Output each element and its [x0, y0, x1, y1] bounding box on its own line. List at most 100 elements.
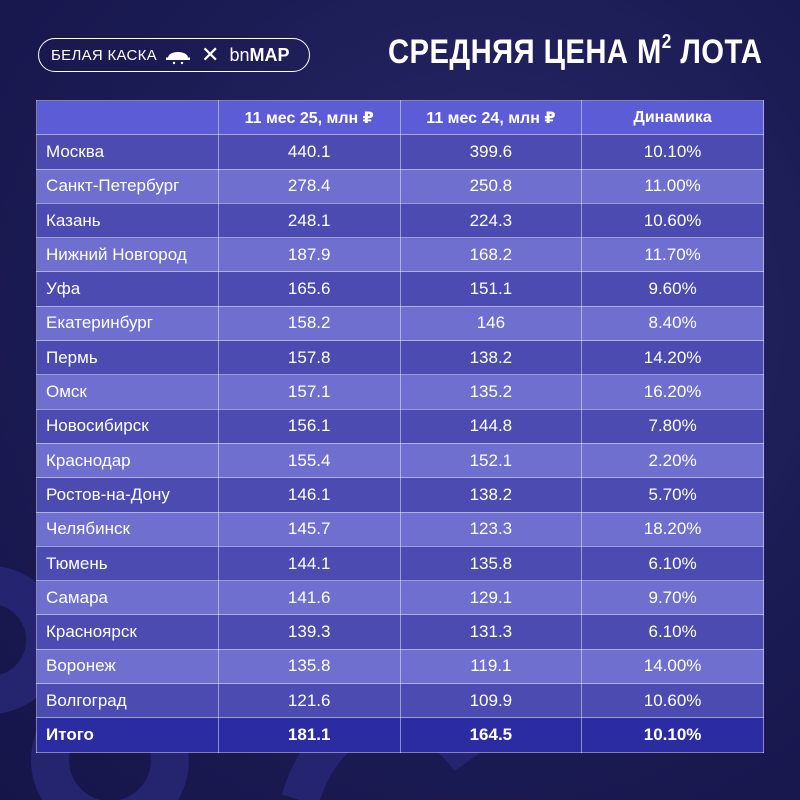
- city-cell: Красноярск: [36, 614, 219, 650]
- city-cell: Краснодар: [36, 442, 219, 479]
- value-25-cell: 157.8: [217, 340, 401, 376]
- change-cell: 6.10%: [581, 614, 764, 650]
- change-cell: 10.60%: [581, 683, 764, 719]
- city-cell: Казань: [36, 202, 219, 239]
- city-cell: Санкт-Петербург: [36, 168, 219, 204]
- total-value-24-cell: 164.5: [399, 717, 583, 753]
- table-row: Челябинск 145.7 123.3 18.20%: [36, 511, 764, 547]
- value-24-cell: 250.8: [399, 168, 583, 204]
- column-header: [36, 99, 219, 136]
- table-row: Уфа 165.6 151.1 9.60%: [36, 271, 764, 307]
- change-cell: 9.60%: [581, 271, 764, 307]
- value-25-cell: 144.1: [217, 545, 401, 582]
- city-cell: Волгоград: [36, 683, 219, 719]
- title-sup: 2: [661, 31, 672, 53]
- brand-left-text: БЕЛАЯ КАСКА: [51, 46, 157, 64]
- value-25-cell: 278.4: [217, 168, 401, 204]
- value-25-cell: 248.1: [217, 202, 401, 239]
- value-25-cell: 141.6: [217, 580, 401, 616]
- change-cell: 10.60%: [581, 202, 764, 239]
- title-main: СРЕДНЯЯ ЦЕНА М: [387, 33, 662, 71]
- value-24-cell: 135.2: [399, 374, 583, 410]
- value-25-cell: 158.2: [217, 305, 401, 342]
- value-24-cell: 144.8: [399, 408, 583, 444]
- table-row: Казань 248.1 224.3 10.60%: [36, 202, 764, 239]
- table-row: Новосибирск 156.1 144.8 7.80%: [36, 408, 764, 444]
- value-25-cell: 187.9: [217, 237, 401, 273]
- value-25-cell: 440.1: [217, 134, 401, 170]
- title-end: ЛОТА: [671, 33, 762, 71]
- value-25-cell: 145.7: [217, 511, 401, 547]
- table-row: Волгоград 121.6 109.9 10.60%: [36, 683, 764, 719]
- value-24-cell: 151.1: [399, 271, 583, 307]
- value-24-cell: 119.1: [399, 648, 583, 685]
- value-25-cell: 139.3: [217, 614, 401, 650]
- bnmap-logo: bnMAP: [229, 45, 289, 66]
- city-cell: Самара: [36, 580, 219, 616]
- table-row: Екатеринбург 158.2 146 8.40%: [36, 305, 764, 342]
- value-25-cell: 156.1: [217, 408, 401, 444]
- value-25-cell: 165.6: [217, 271, 401, 307]
- city-cell: Новосибирск: [36, 408, 219, 444]
- value-25-cell: 121.6: [217, 683, 401, 719]
- value-25-cell: 155.4: [217, 442, 401, 479]
- table-row: Санкт-Петербург 278.4 250.8 11.00%: [36, 168, 764, 204]
- collab-x-icon: ✕: [201, 42, 220, 67]
- city-cell: Пермь: [36, 340, 219, 376]
- total-city-cell: Итого: [36, 717, 219, 753]
- change-cell: 14.00%: [581, 648, 764, 685]
- helmet-icon: [166, 52, 190, 65]
- bnmap-bold: MAP: [249, 44, 290, 65]
- city-cell: Тюмень: [36, 545, 219, 582]
- table-row: Ростов-на-Дону 146.1 138.2 5.70%: [36, 477, 764, 513]
- city-cell: Омск: [36, 374, 219, 410]
- value-24-cell: 123.3: [399, 511, 583, 547]
- column-header: 11 мес 25, млн ₽: [217, 99, 401, 136]
- table-row: Самара 141.6 129.1 9.70%: [36, 580, 764, 616]
- table-row: Омск 157.1 135.2 16.20%: [36, 374, 764, 410]
- change-cell: 18.20%: [581, 511, 764, 547]
- value-24-cell: 135.8: [399, 545, 583, 582]
- change-cell: 8.40%: [581, 305, 764, 342]
- value-25-cell: 146.1: [217, 477, 401, 513]
- change-cell: 11.70%: [581, 237, 764, 273]
- table-row: Пермь 157.8 138.2 14.20%: [36, 340, 764, 376]
- brand-logo: БЕЛАЯ КАСКА ✕ bnMAP: [38, 38, 310, 72]
- table-row: Красноярск 139.3 131.3 6.10%: [36, 614, 764, 650]
- total-change-cell: 10.10%: [581, 717, 764, 753]
- table-row: Нижний Новгород 187.9 168.2 11.70%: [36, 237, 764, 273]
- city-cell: Нижний Новгород: [36, 237, 219, 273]
- table-row: Москва 440.1 399.6 10.10%: [36, 134, 764, 170]
- value-24-cell: 129.1: [399, 580, 583, 616]
- price-table: 11 мес 25, млн ₽ 11 мес 24, млн ₽ Динами…: [36, 99, 764, 753]
- table-row: Воронеж 135.8 119.1 14.00%: [36, 648, 764, 685]
- value-24-cell: 224.3: [399, 202, 583, 239]
- city-cell: Воронеж: [36, 648, 219, 685]
- city-cell: Уфа: [36, 271, 219, 307]
- table-row: Тюмень 144.1 135.8 6.10%: [36, 545, 764, 582]
- table-body: Москва 440.1 399.6 10.10% Санкт-Петербург 278…: [36, 134, 764, 753]
- city-cell: Челябинск: [36, 511, 219, 547]
- table-row: Краснодар 155.4 152.1 2.20%: [36, 442, 764, 479]
- value-24-cell: 138.2: [399, 340, 583, 376]
- value-24-cell: 131.3: [399, 614, 583, 650]
- change-cell: 6.10%: [581, 545, 764, 582]
- total-value-25-cell: 181.1: [217, 717, 401, 753]
- value-24-cell: 146: [399, 305, 583, 342]
- change-cell: 14.20%: [581, 340, 764, 376]
- change-cell: 16.20%: [581, 374, 764, 410]
- change-cell: 5.70%: [581, 477, 764, 513]
- change-cell: 7.80%: [581, 408, 764, 444]
- city-cell: Москва: [36, 134, 219, 170]
- value-25-cell: 135.8: [217, 648, 401, 685]
- value-25-cell: 157.1: [217, 374, 401, 410]
- change-cell: 10.10%: [581, 134, 764, 170]
- value-24-cell: 138.2: [399, 477, 583, 513]
- city-cell: Ростов-на-Дону: [36, 477, 219, 513]
- change-cell: 11.00%: [581, 168, 764, 204]
- city-cell: Екатеринбург: [36, 305, 219, 342]
- column-header: Динамика: [581, 99, 764, 136]
- value-24-cell: 109.9: [399, 683, 583, 719]
- bnmap-light: bn: [229, 44, 250, 65]
- value-24-cell: 152.1: [399, 442, 583, 479]
